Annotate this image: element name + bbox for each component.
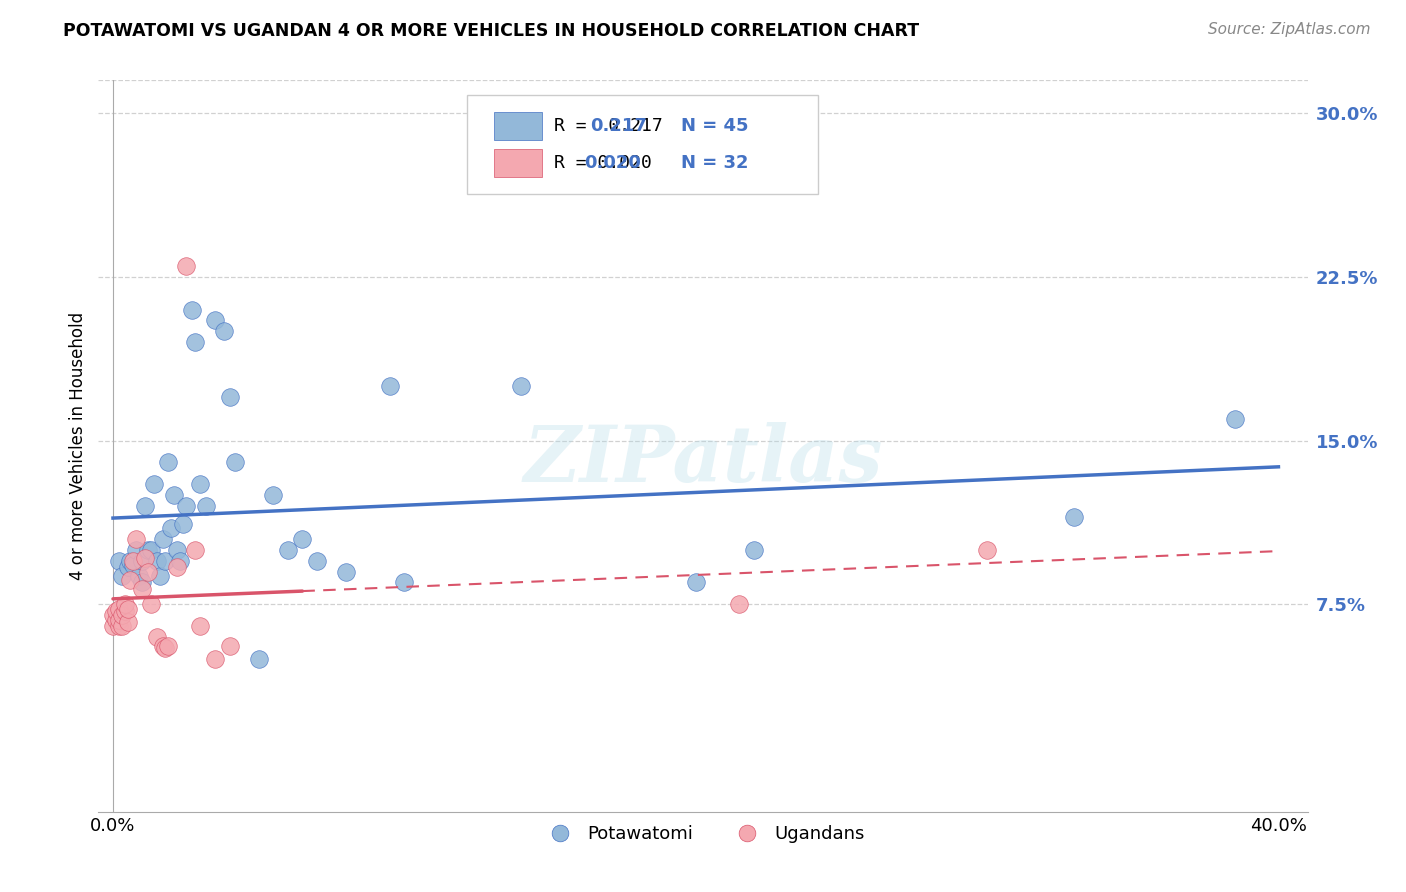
Point	[125, 532, 148, 546]
FancyBboxPatch shape	[494, 149, 543, 177]
Point	[131, 582, 153, 596]
Point	[685, 575, 707, 590]
Point	[120, 574, 142, 588]
Point	[104, 613, 127, 627]
FancyBboxPatch shape	[467, 95, 818, 194]
Text: R = 0.020: R = 0.020	[554, 154, 652, 172]
Point	[104, 604, 127, 618]
Point	[128, 569, 150, 583]
Point	[111, 569, 134, 583]
Point	[174, 499, 197, 513]
Point	[114, 597, 136, 611]
Point	[101, 619, 124, 633]
Point	[180, 302, 202, 317]
Point	[152, 532, 174, 546]
Point	[976, 542, 998, 557]
Point	[195, 499, 218, 513]
Text: ZIPatlas: ZIPatlas	[523, 423, 883, 499]
Point	[174, 259, 197, 273]
Point	[149, 569, 172, 583]
Point	[204, 652, 226, 666]
Point	[378, 379, 401, 393]
Point	[218, 390, 240, 404]
Point	[742, 542, 765, 557]
Point	[120, 554, 142, 568]
Point	[305, 554, 328, 568]
Point	[117, 601, 139, 615]
Point	[139, 597, 162, 611]
Point	[728, 597, 751, 611]
Point	[139, 542, 162, 557]
Legend: Potawatomi, Ugandans: Potawatomi, Ugandans	[534, 818, 872, 850]
Point	[134, 551, 156, 566]
Point	[142, 477, 165, 491]
Point	[131, 554, 153, 568]
Point	[155, 554, 177, 568]
Point	[190, 477, 212, 491]
Point	[117, 615, 139, 629]
Y-axis label: 4 or more Vehicles in Household: 4 or more Vehicles in Household	[69, 312, 87, 580]
Text: N = 32: N = 32	[682, 154, 749, 172]
Point	[247, 652, 270, 666]
Point	[166, 560, 188, 574]
Point	[134, 499, 156, 513]
Point	[131, 575, 153, 590]
Point	[218, 639, 240, 653]
Text: R =  0.217: R = 0.217	[554, 118, 664, 136]
Point	[169, 554, 191, 568]
Point	[117, 560, 139, 574]
Point	[155, 640, 177, 655]
Point	[163, 488, 186, 502]
Point	[277, 542, 299, 557]
Point	[157, 639, 180, 653]
Point	[145, 554, 167, 568]
Point	[157, 455, 180, 469]
Point	[394, 575, 416, 590]
Point	[212, 324, 235, 338]
Point	[136, 542, 159, 557]
Point	[172, 516, 194, 531]
Point	[166, 542, 188, 557]
Point	[108, 554, 131, 568]
FancyBboxPatch shape	[494, 112, 543, 140]
Point	[125, 542, 148, 557]
Text: Source: ZipAtlas.com: Source: ZipAtlas.com	[1208, 22, 1371, 37]
Point	[183, 542, 205, 557]
Point	[262, 488, 284, 502]
Text: 0.217: 0.217	[591, 118, 647, 136]
Point	[136, 565, 159, 579]
Point	[108, 601, 131, 615]
Point	[114, 604, 136, 618]
Point	[335, 565, 357, 579]
Point	[160, 521, 183, 535]
Point	[190, 619, 212, 633]
Point	[101, 608, 124, 623]
Text: POTAWATOMI VS UGANDAN 4 OR MORE VEHICLES IN HOUSEHOLD CORRELATION CHART: POTAWATOMI VS UGANDAN 4 OR MORE VEHICLES…	[63, 22, 920, 40]
Point	[111, 608, 134, 623]
Point	[122, 554, 145, 568]
Point	[183, 335, 205, 350]
Point	[204, 313, 226, 327]
Point	[1223, 411, 1246, 425]
Point	[108, 619, 131, 633]
Point	[111, 619, 134, 633]
Point	[1063, 510, 1085, 524]
Text: 0.020: 0.020	[585, 154, 641, 172]
Point	[122, 558, 145, 572]
Point	[224, 455, 246, 469]
Point	[108, 613, 131, 627]
Point	[509, 379, 531, 393]
Point	[152, 639, 174, 653]
Point	[145, 630, 167, 644]
Text: N = 45: N = 45	[682, 118, 749, 136]
Point	[291, 532, 314, 546]
